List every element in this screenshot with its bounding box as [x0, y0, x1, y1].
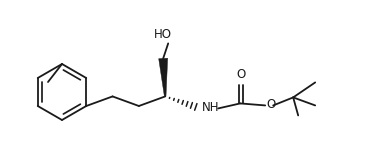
- Text: O: O: [237, 68, 246, 81]
- Text: NH: NH: [202, 101, 220, 114]
- Polygon shape: [159, 58, 168, 96]
- Text: O: O: [266, 98, 275, 111]
- Text: HO: HO: [154, 28, 172, 41]
